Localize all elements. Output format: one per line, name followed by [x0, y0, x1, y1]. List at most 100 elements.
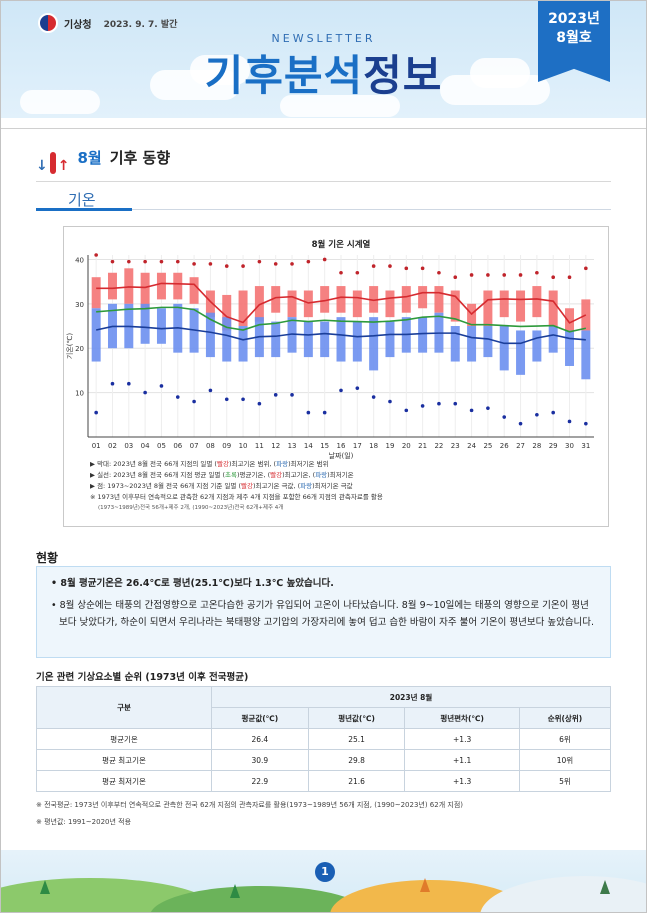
section-divider: [36, 181, 611, 182]
point-extreme-max: [371, 264, 376, 268]
bar-max-range: [352, 290, 362, 318]
table-header-normal: 평년값(℃): [307, 707, 406, 729]
header-banner: 기상청 2023. 9. 7. 발간 NEWSLETTER 기후분석정보 202…: [0, 0, 647, 118]
point-extreme-max: [567, 275, 572, 279]
x-tick-label: 11: [255, 442, 264, 450]
header-divider: [0, 128, 647, 129]
bar-min-range: [369, 317, 379, 371]
bar-min-range: [222, 317, 232, 362]
thermometer-icon: ↓ ↑: [36, 140, 69, 174]
bar-min-range: [467, 326, 477, 362]
bar-max-range: [271, 286, 281, 313]
table-header-category: 구분: [36, 686, 212, 729]
subsection-rule: [36, 209, 611, 210]
line-avg-min: [95, 325, 586, 345]
point-extreme-min: [584, 421, 588, 426]
bar-min-range: [205, 312, 215, 358]
point-extreme-min: [355, 386, 360, 390]
agency-info: 기상청 2023. 9. 7. 발간: [38, 13, 177, 33]
bar-min-range: [385, 321, 395, 358]
x-tick-label: 22: [434, 442, 443, 450]
bar-min-range: [516, 330, 526, 375]
x-tick-label: 17: [353, 442, 362, 450]
y-tick-label: 10: [75, 390, 84, 398]
bar-max-range: [581, 299, 591, 331]
page-number: 1: [315, 862, 335, 882]
point-extreme-min: [306, 410, 311, 415]
temperature-chart: 8월 기온 시계열 10 20 30 40 기온(℃) 01 02 03 04 05 06 07 08 09…: [63, 226, 609, 527]
chart-note-lines: ▶ 실선: 2023년 8월 전국 66개 지점 평균 일별 (초록)평균기온,…: [90, 471, 354, 479]
point-extreme-min: [192, 399, 196, 404]
point-extreme-max: [110, 259, 115, 264]
section-title: 기후 동향: [109, 148, 171, 167]
x-tick-label: 31: [581, 442, 590, 450]
title-part-1: 기후분석: [204, 51, 364, 100]
bar-max-range: [287, 290, 297, 318]
point-extreme-min: [175, 395, 180, 399]
bar-max-range: [450, 290, 460, 322]
bar-max-range: [401, 286, 411, 313]
point-extreme-min: [257, 401, 262, 406]
status-detail: • 8월 상순에는 태풍의 간접영향으로 고온다습한 공기가 유입되어 고온이 …: [51, 600, 595, 628]
point-extreme-max: [208, 262, 213, 266]
x-tick-label: 16: [337, 442, 346, 450]
status-box: • 8월 평균기온은 26.4℃로 평년(25.1℃)보다 1.3℃ 높았습니다…: [36, 566, 611, 658]
bar-max-range: [107, 272, 117, 300]
bar-max-range: [385, 290, 395, 318]
table-row: 평균 최고기온 30.9 29.8 +1.1 10위: [36, 749, 612, 771]
bar-max-range: [548, 290, 558, 327]
x-tick-label: 09: [222, 442, 231, 450]
bar-max-range: [418, 286, 428, 309]
agency-logo-icon: [38, 13, 58, 33]
point-extreme-min: [110, 381, 115, 386]
x-tick-label: 08: [206, 442, 215, 450]
point-extreme-min: [371, 395, 376, 399]
issue-ribbon: 2023년 8월호: [538, 0, 610, 82]
x-tick-label: 01: [92, 442, 101, 450]
bar-max-range: [369, 286, 379, 313]
y-tick-label: 40: [75, 256, 84, 264]
bar-min-range: [238, 326, 248, 362]
point-extreme-max: [273, 262, 278, 266]
point-extreme-min: [420, 404, 425, 408]
publish-date: 2023. 9. 7. 발간: [103, 19, 178, 30]
footer-illustration: 1: [0, 850, 647, 913]
bar-max-range: [124, 268, 134, 304]
point-extreme-max: [404, 266, 409, 271]
footnote-national-average: ※ 전국평균: 1973년 이후부터 연속적으로 관측한 전국 62개 지점의 …: [36, 801, 463, 809]
bar-min-range: [287, 317, 297, 353]
bar-max-range: [499, 290, 509, 318]
x-tick-label: 24: [467, 442, 476, 450]
x-tick-label: 10: [239, 442, 248, 450]
x-tick-label: 05: [157, 442, 166, 450]
point-extreme-max: [257, 259, 262, 264]
x-tick-label: 07: [190, 442, 199, 450]
y-tick-label: 30: [75, 301, 84, 309]
point-extreme-min: [143, 390, 147, 395]
status-summary: • 8월 평균기온은 26.4℃로 평년(25.1℃)보다 1.3℃ 높았습니다…: [51, 578, 334, 589]
point-extreme-max: [339, 270, 343, 275]
newsletter-label: NEWSLETTER: [271, 32, 376, 45]
point-extreme-max: [143, 259, 147, 264]
point-extreme-min: [159, 384, 164, 388]
bar-min-range: [320, 321, 330, 358]
bar-max-range: [205, 290, 215, 318]
x-tick-label: 28: [532, 442, 541, 450]
bar-min-range: [499, 326, 509, 371]
chart-note-points: ▶ 점: 1973~2023년 8월 전국 66개 지점 기준 일별 (빨강)최…: [90, 482, 353, 490]
point-extreme-max: [159, 259, 164, 264]
point-extreme-max: [355, 270, 360, 275]
bar-max-range: [91, 277, 101, 309]
line-avg-mean: [96, 306, 587, 333]
chart-note-stations: (1973~1989년)전국 56개+제주 2개, (1990~2023년)전국…: [98, 505, 284, 511]
bar-max-range: [483, 290, 493, 327]
point-extreme-min: [127, 381, 131, 386]
newsletter-title: 기후분석정보: [0, 42, 647, 103]
bar-min-range: [532, 330, 542, 362]
x-tick-label: 20: [402, 442, 411, 450]
footnote-normal: ※ 평년값: 1991~2020년 적용: [36, 818, 132, 826]
point-extreme-min: [322, 410, 327, 415]
bar-max-range: [156, 272, 166, 300]
table-header-period: 2023년 8월: [211, 686, 611, 708]
x-tick-label: 13: [288, 442, 297, 450]
